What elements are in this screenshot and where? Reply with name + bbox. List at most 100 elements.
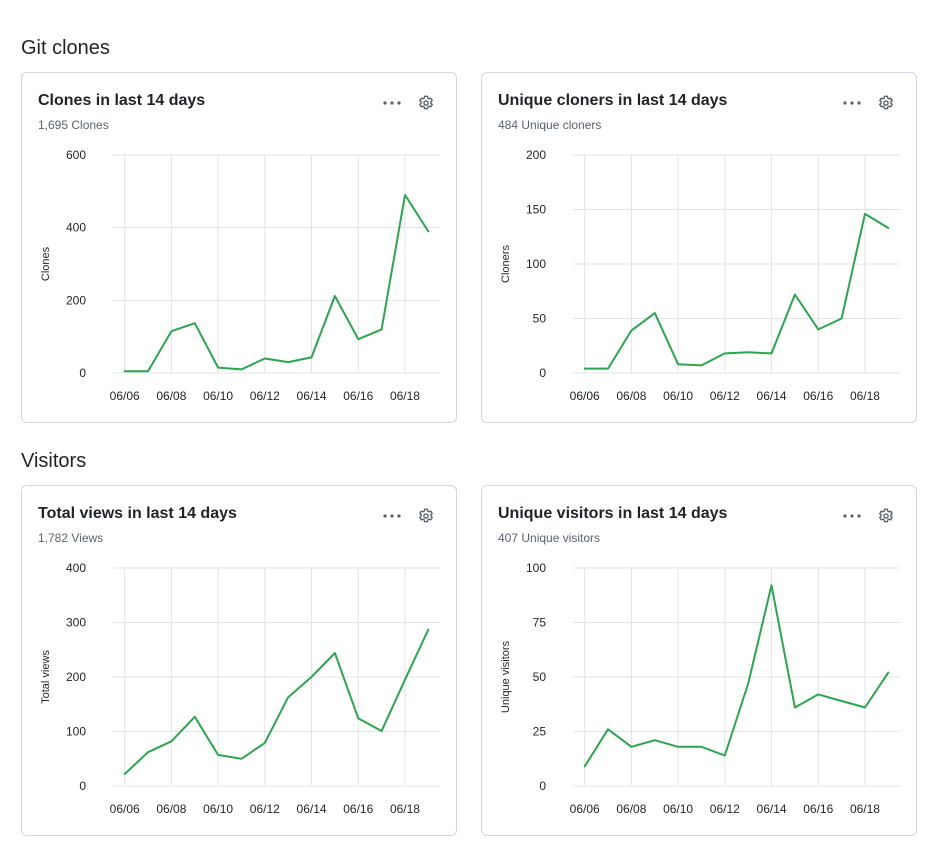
data-point[interactable] — [355, 715, 361, 721]
data-point[interactable] — [652, 310, 658, 316]
data-point[interactable] — [862, 211, 868, 217]
data-point[interactable] — [379, 326, 385, 332]
data-point[interactable] — [675, 361, 681, 367]
data-point[interactable] — [309, 674, 315, 680]
data-point[interactable] — [745, 681, 751, 687]
x-tick-label: 06/14 — [297, 802, 327, 816]
data-point[interactable] — [285, 359, 291, 365]
data-point[interactable] — [815, 691, 821, 697]
x-tick-label: 06/08 — [156, 802, 186, 816]
gear-icon[interactable] — [416, 93, 436, 113]
series-line — [123, 628, 430, 775]
data-point[interactable] — [355, 336, 361, 342]
data-point[interactable] — [698, 744, 704, 750]
x-tick-label: 06/12 — [710, 389, 740, 403]
x-tick-label: 06/16 — [803, 389, 833, 403]
y-tick-label: 300 — [66, 616, 86, 630]
data-point[interactable] — [122, 368, 128, 374]
series-line — [583, 212, 890, 370]
data-point[interactable] — [769, 350, 775, 356]
data-point[interactable] — [285, 694, 291, 700]
data-point[interactable] — [652, 737, 658, 743]
gear-icon[interactable] — [876, 93, 896, 113]
card-actions — [382, 506, 436, 526]
gear-icon[interactable] — [416, 506, 436, 526]
data-point[interactable] — [192, 714, 198, 720]
x-tick-label: 06/06 — [570, 389, 600, 403]
card-actions — [382, 93, 436, 113]
data-point[interactable] — [215, 752, 221, 758]
data-point[interactable] — [425, 228, 431, 234]
data-point[interactable] — [168, 738, 174, 744]
data-point[interactable] — [582, 763, 588, 769]
data-point[interactable] — [885, 670, 891, 676]
x-tick-label: 06/12 — [250, 802, 280, 816]
data-point[interactable] — [605, 726, 611, 732]
gear-icon[interactable] — [876, 506, 896, 526]
data-point[interactable] — [145, 368, 151, 374]
data-point[interactable] — [722, 350, 728, 356]
data-point[interactable] — [628, 744, 634, 750]
x-tick-label: 06/14 — [757, 389, 787, 403]
data-point[interactable] — [675, 744, 681, 750]
data-point[interactable] — [839, 698, 845, 704]
data-point[interactable] — [379, 728, 385, 734]
data-point[interactable] — [745, 349, 751, 355]
section-title-visitors: Visitors — [21, 450, 87, 472]
data-point[interactable] — [769, 582, 775, 588]
data-point[interactable] — [262, 740, 268, 746]
y-tick-label: 25 — [533, 725, 547, 739]
data-point[interactable] — [605, 366, 611, 372]
data-point[interactable] — [792, 705, 798, 711]
data-point[interactable] — [862, 705, 868, 711]
data-point[interactable] — [698, 362, 704, 368]
line-chart: 0 25 50 75 100 06/06 06/08 06/10 06/12 06/14 06/16… — [500, 561, 900, 816]
y-tick-label: 0 — [79, 779, 86, 793]
x-tick-label: 06/18 — [850, 802, 880, 816]
y-tick-label: 0 — [539, 366, 546, 380]
data-point[interactable] — [215, 365, 221, 371]
y-tick-label: 50 — [533, 670, 547, 684]
y-tick-label: 200 — [66, 293, 86, 307]
data-point[interactable] — [628, 327, 634, 333]
kebab-horizontal-icon[interactable] — [382, 93, 402, 113]
chart-card-unique-visitors: Unique visitors in last 14 days 407 Uniqu… — [481, 485, 917, 836]
x-tick-label: 06/14 — [297, 389, 327, 403]
x-tick-label: 06/12 — [710, 802, 740, 816]
data-point[interactable] — [722, 752, 728, 758]
x-tick-label: 06/08 — [616, 802, 646, 816]
y-tick-label: 400 — [66, 561, 86, 575]
kebab-horizontal-icon[interactable] — [842, 506, 862, 526]
data-point[interactable] — [402, 677, 408, 683]
data-point[interactable] — [885, 225, 891, 231]
data-point[interactable] — [792, 292, 798, 298]
data-point[interactable] — [238, 366, 244, 372]
kebab-horizontal-icon[interactable] — [382, 506, 402, 526]
data-point[interactable] — [122, 771, 128, 777]
data-point[interactable] — [309, 354, 315, 360]
data-point[interactable] — [815, 326, 821, 332]
data-point[interactable] — [168, 328, 174, 334]
data-point[interactable] — [839, 316, 845, 322]
kebab-horizontal-icon[interactable] — [842, 93, 862, 113]
data-point[interactable] — [145, 749, 151, 755]
series-line — [583, 584, 890, 768]
chart-card-unique-cloners: Unique cloners in last 14 days 484 Unique… — [481, 72, 917, 423]
line-chart: 0 200 400 600 06/06 06/08 06/10 06/12 06/14 06/16… — [40, 148, 440, 403]
y-tick-label: 0 — [539, 779, 546, 793]
chart-title: Total views in last 14 days — [38, 505, 237, 522]
data-point[interactable] — [332, 293, 338, 299]
data-point[interactable] — [582, 366, 588, 372]
y-tick-label: 200 — [66, 670, 86, 684]
card-actions — [842, 93, 896, 113]
data-point[interactable] — [262, 355, 268, 361]
x-tick-label: 06/06 — [110, 802, 140, 816]
data-point[interactable] — [332, 650, 338, 656]
data-point[interactable] — [192, 320, 198, 326]
chart-title: Unique cloners in last 14 days — [498, 92, 728, 109]
chart-card-clones: Clones in last 14 days 1,695 Clones 0 200 40… — [21, 72, 457, 423]
data-point[interactable] — [238, 756, 244, 762]
data-point[interactable] — [402, 192, 408, 198]
x-tick-label: 06/06 — [110, 389, 140, 403]
data-point[interactable] — [425, 627, 431, 633]
